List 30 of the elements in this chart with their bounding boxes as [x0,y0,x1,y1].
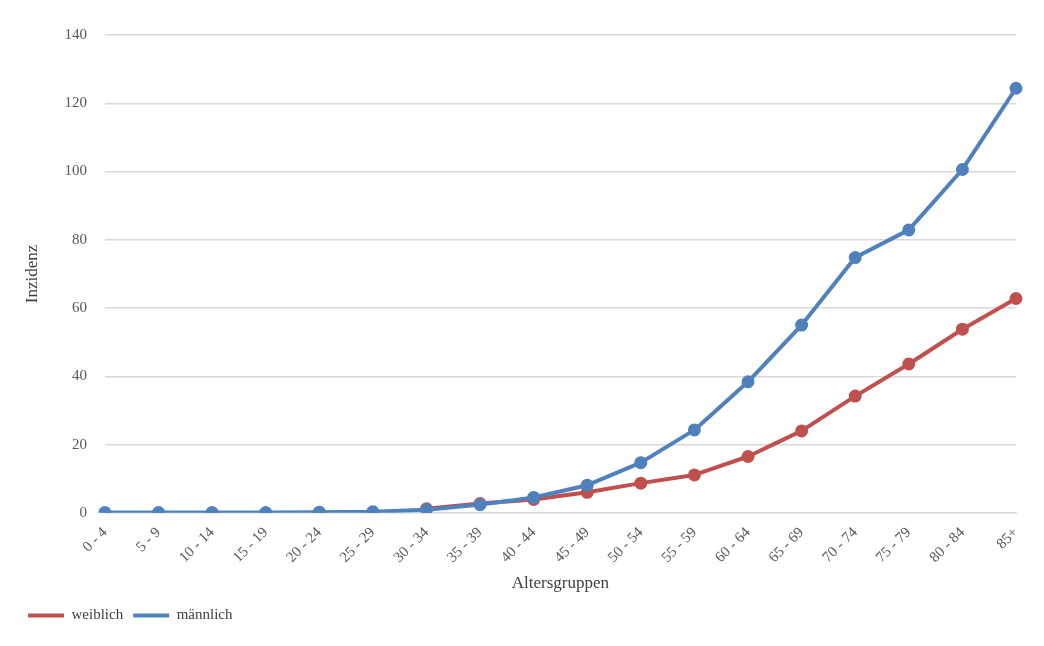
x-tick-label: 55 - 59 [657,523,700,566]
x-tick-label: 50 - 54 [604,523,647,566]
legend-label: weiblich [71,606,124,623]
x-tick-label: 85+ [993,523,1021,552]
legend-label: männlich [176,606,233,623]
x-tick-label: 10 - 14 [175,523,218,566]
x-tick-label: 70 - 74 [818,523,861,566]
x-tick-label: 30 - 34 [390,523,432,566]
y-tick-label: 60 [71,298,87,315]
x-tick-label: 40 - 44 [497,523,539,566]
x-tick-label: 60 - 64 [711,523,754,566]
x-tick-label: 25 - 29 [336,523,378,566]
y-tick-label: 0 [79,503,87,520]
y-tick-label: 40 [71,367,87,384]
y-tick-label: 100 [64,162,87,179]
x-tick-label: 75 - 79 [872,523,914,566]
y-tick-label: 120 [64,94,87,111]
x-tick-label: 5 - 9 [132,523,164,555]
x-tick-label: 35 - 39 [443,523,485,566]
y-tick-label: 140 [64,25,87,42]
x-tick-label: 65 - 69 [765,523,807,566]
x-tick-label: 45 - 49 [550,523,593,566]
x-tick-label: 80 - 84 [925,523,968,566]
x-tick-label: 0 - 4 [79,523,111,555]
x-axis-title: Altersgruppen [511,573,610,593]
y-tick-label: 80 [71,230,87,247]
y-tick-label: 20 [71,435,87,452]
y-axis-title: Inzidenz [21,244,41,304]
x-tick-label: 20 - 24 [282,523,325,566]
x-tick-label: 15 - 19 [229,523,271,566]
